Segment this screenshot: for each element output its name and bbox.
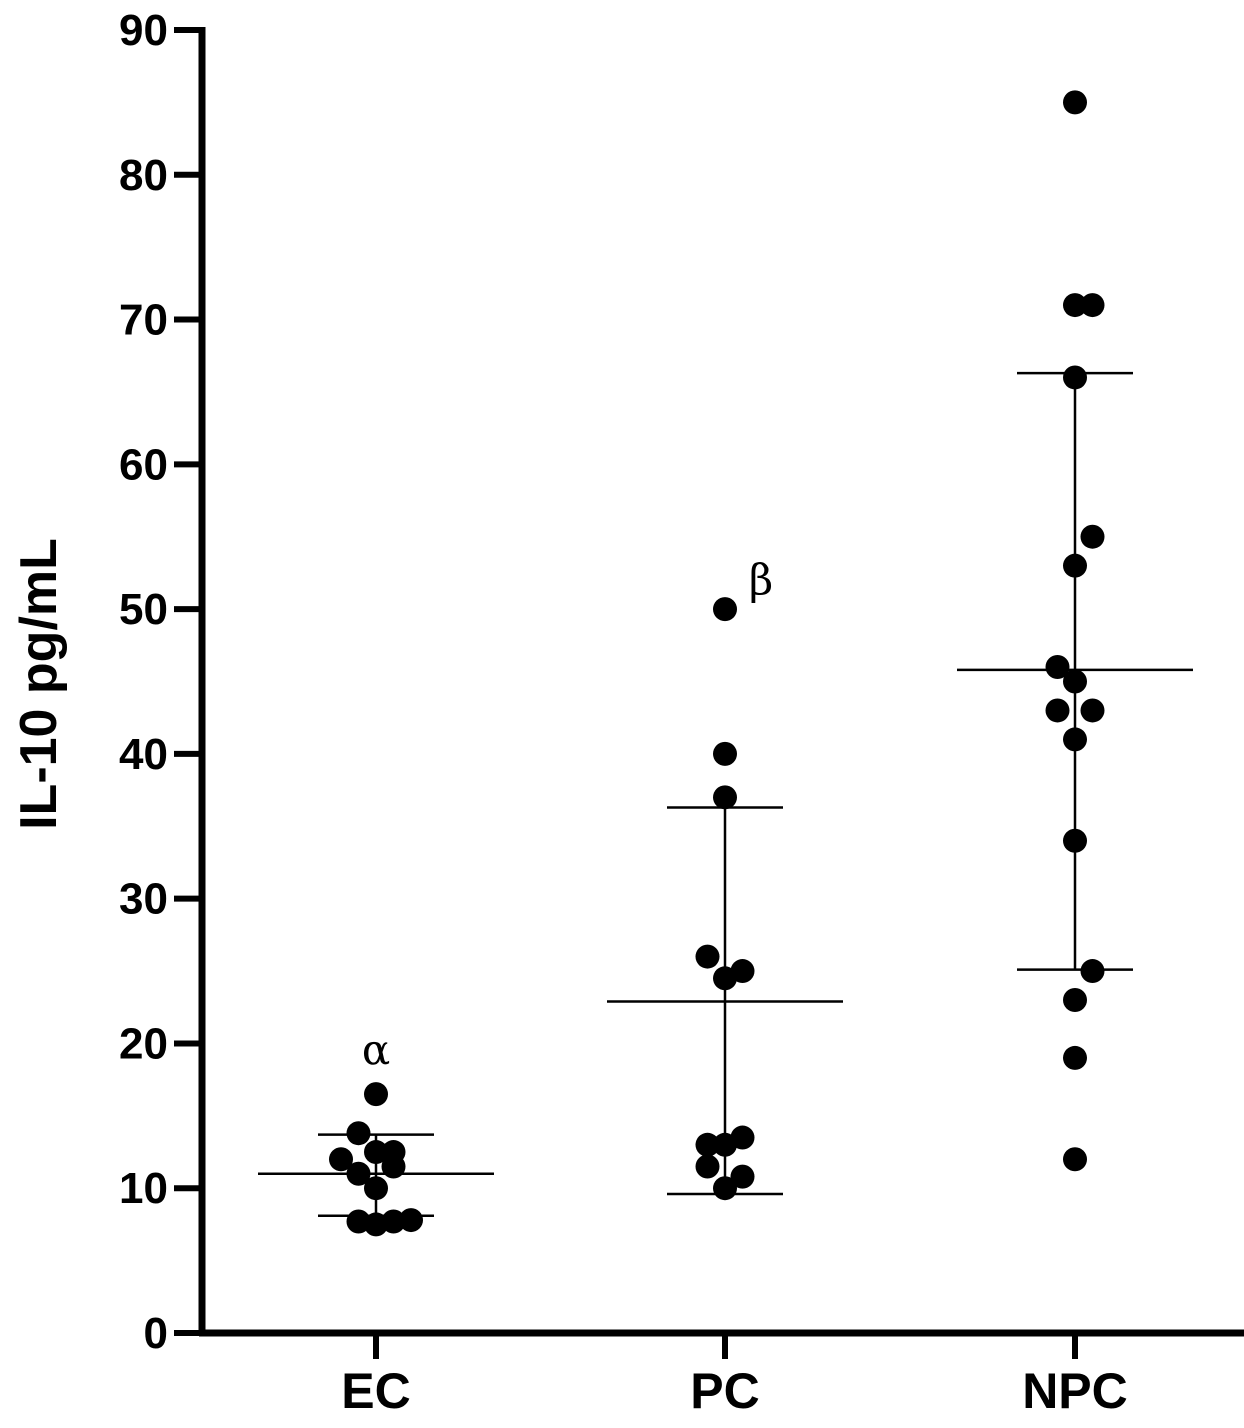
data-points	[329, 90, 1105, 1237]
data-point	[399, 1208, 423, 1233]
x-categories: EC PC NPC	[341, 1333, 1128, 1419]
data-point	[381, 1209, 406, 1234]
y-tick-label: 60	[119, 440, 168, 489]
y-tick-label: 0	[144, 1309, 168, 1358]
data-point	[713, 1176, 737, 1201]
y-tick-label: 30	[119, 875, 168, 924]
data-point	[730, 1125, 755, 1150]
data-point	[695, 1132, 720, 1157]
data-point	[1080, 524, 1105, 549]
y-axis-title: IL-10 pg/mL	[10, 538, 68, 830]
data-point	[329, 1147, 353, 1172]
x-category-label: EC	[341, 1363, 410, 1419]
data-point	[695, 944, 720, 969]
data-point	[1063, 365, 1087, 390]
data-point	[713, 597, 737, 622]
x-category-label: PC	[690, 1363, 759, 1419]
data-point	[364, 1140, 388, 1165]
data-point	[713, 741, 737, 766]
data-point	[346, 1161, 371, 1186]
data-point	[730, 959, 755, 984]
data-point	[1063, 293, 1087, 318]
y-tick-label: 40	[119, 730, 168, 779]
y-tick-label: 20	[119, 1019, 168, 1068]
significance-annotation: β	[749, 555, 773, 604]
significance-annotation: α	[362, 1026, 390, 1075]
data-point	[1063, 553, 1087, 578]
annotations: αβ	[362, 555, 773, 1075]
data-point	[346, 1121, 371, 1146]
data-point	[1063, 1147, 1087, 1172]
data-point	[1080, 698, 1105, 723]
data-point	[1063, 90, 1087, 115]
data-point	[695, 1154, 720, 1179]
data-point	[364, 1082, 388, 1107]
x-category-label: NPC	[1022, 1363, 1128, 1419]
data-point	[1045, 698, 1070, 723]
data-point	[381, 1154, 406, 1179]
y-tick-label: 90	[119, 6, 168, 55]
y-tick-label: 70	[119, 296, 168, 345]
data-point	[730, 1164, 755, 1189]
data-point	[1080, 959, 1105, 984]
data-point	[1063, 828, 1087, 853]
data-point	[713, 785, 737, 810]
y-tick-label: 80	[119, 151, 168, 200]
data-point	[1063, 1045, 1087, 1070]
y-tick-label: 10	[119, 1164, 168, 1213]
data-point	[1063, 988, 1087, 1013]
data-point	[1080, 293, 1105, 318]
data-point	[1063, 727, 1087, 752]
data-point	[1045, 655, 1070, 680]
y-tick-label: 50	[119, 585, 168, 634]
data-point	[364, 1176, 388, 1201]
y-ticks: 0 10 20 30 40 50 60 70 80 90	[119, 6, 202, 1358]
data-point	[1063, 669, 1087, 694]
